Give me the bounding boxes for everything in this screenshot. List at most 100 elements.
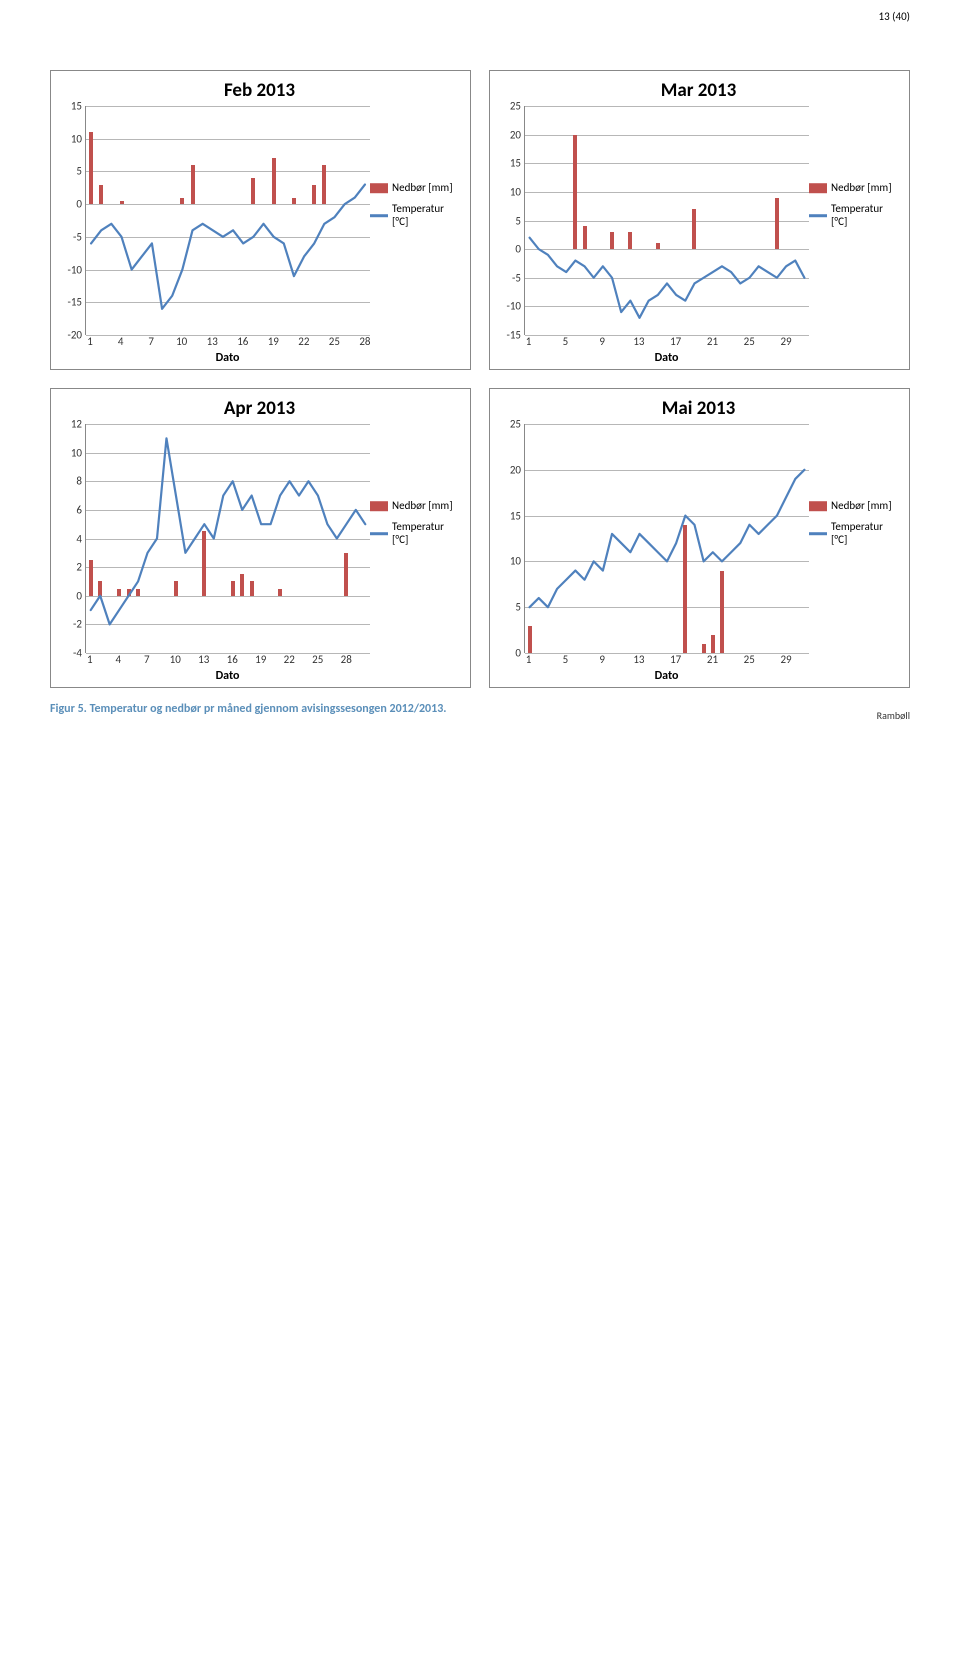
x-axis-label: Dato [85, 351, 370, 365]
legend-swatch-precip [809, 183, 827, 193]
y-tick-label: -15 [506, 329, 521, 342]
x-axis-label: Dato [524, 351, 809, 365]
chart-body: 2520151050-5-10-15Nedbør [mm]Temperatur … [494, 106, 903, 335]
y-tick-label: -10 [506, 300, 521, 313]
x-tick-label: 1 [526, 335, 532, 348]
legend-label-precip: Nedbør [mm] [392, 181, 453, 194]
chart-title: Apr 2013 [55, 397, 464, 420]
legend-swatch-precip [809, 501, 827, 511]
figure-caption: Figur 5. Temperatur og nedbør pr måned g… [50, 702, 910, 716]
plot-wrap [85, 106, 370, 335]
y-tick-label: 15 [510, 509, 521, 522]
plot-area [85, 424, 370, 653]
x-tick-label: 10 [176, 335, 187, 348]
x-tick-label: 1 [87, 335, 93, 348]
x-tick-label: 17 [670, 653, 681, 666]
x-tick-label: 21 [707, 653, 718, 666]
x-tick-label: 4 [115, 653, 121, 666]
chart-panel: Apr 2013121086420-2-4Nedbør [mm]Temperat… [50, 388, 471, 688]
temp-line [91, 185, 365, 309]
temp-line [530, 470, 805, 607]
x-tick-label: 25 [744, 653, 755, 666]
chart-title: Feb 2013 [55, 79, 464, 102]
x-tick-label: 28 [341, 653, 352, 666]
x-tick-label: 22 [298, 335, 309, 348]
x-axis: 1 4 7 10 13 16 19 22 25 28 [85, 653, 370, 667]
y-tick-label: 12 [71, 418, 82, 431]
y-tick-label: 0 [76, 198, 82, 211]
chart-body: 121086420-2-4Nedbør [mm]Temperatur [°C] [55, 424, 464, 653]
legend-line-temp [370, 214, 388, 217]
y-tick-label: -5 [73, 230, 82, 243]
y-tick-label: 15 [510, 157, 521, 170]
x-tick-label: 25 [312, 653, 323, 666]
x-tick-label: 9 [599, 335, 605, 348]
chart-panel: Feb 2013151050-5-10-15-20Nedbør [mm]Temp… [50, 70, 471, 370]
y-tick-label: -15 [67, 296, 82, 309]
x-tick-label: 9 [599, 653, 605, 666]
x-tick-label: 28 [359, 335, 370, 348]
legend: Nedbør [mm] Temperatur [°C] [370, 499, 458, 555]
x-tick-label: 13 [198, 653, 209, 666]
y-tick-label: 0 [515, 647, 521, 660]
legend-label-precip: Nedbør [mm] [831, 181, 892, 194]
x-tick-label: 19 [268, 335, 279, 348]
legend: Nedbør [mm]Temperatur [°C] [809, 499, 897, 555]
x-axis-label: Dato [85, 669, 370, 683]
plot-wrap [524, 106, 809, 335]
x-axis: 1591317212529 [524, 335, 809, 349]
legend-label-precip: Nedbør [mm] [392, 499, 453, 512]
y-tick-label: -20 [67, 329, 82, 342]
x-tick-label: 13 [207, 335, 218, 348]
x-tick-label: 7 [148, 335, 154, 348]
x-tick-label: 5 [563, 653, 569, 666]
x-tick-label: 29 [780, 335, 791, 348]
y-tick-label: 5 [76, 165, 82, 178]
chart-grid: Feb 2013151050-5-10-15-20Nedbør [mm]Temp… [50, 70, 910, 688]
legend: Nedbør [mm]Temperatur [°C] [809, 181, 897, 237]
x-tick-label: 22 [284, 653, 295, 666]
x-tick-label: 25 [744, 335, 755, 348]
legend-item-precip: Nedbør [mm] [809, 181, 897, 194]
legend-label-temp: Temperatur [°C] [392, 520, 458, 546]
x-tick-label: 13 [633, 335, 644, 348]
plot-wrap [85, 424, 370, 653]
x-tick-label: 16 [227, 653, 238, 666]
plot-area [524, 106, 809, 335]
y-tick-label: 10 [510, 555, 521, 568]
temp-line-layer [525, 424, 809, 653]
y-tick-label: 20 [510, 128, 521, 141]
plot-area [85, 106, 370, 335]
plot-wrap [524, 424, 809, 653]
chart-body: 151050-5-10-15-20Nedbør [mm]Temperatur [… [55, 106, 464, 335]
y-tick-label: 2 [76, 561, 82, 574]
y-tick-label: 10 [71, 132, 82, 145]
legend-item-precip: Nedbør [mm] [370, 181, 458, 194]
y-tick-label: -2 [73, 618, 82, 631]
chart-title: Mar 2013 [494, 79, 903, 102]
x-tick-label: 17 [670, 335, 681, 348]
x-tick-label: 10 [170, 653, 181, 666]
legend-item-precip: Nedbør [mm] [370, 499, 458, 512]
temp-line-layer [86, 424, 370, 653]
y-tick-label: -10 [67, 263, 82, 276]
legend-line-temp [809, 214, 827, 217]
chart-body: 2520151050Nedbør [mm]Temperatur [°C] [494, 424, 903, 653]
y-tick-label: 0 [76, 589, 82, 602]
x-axis: 1591317212529 [524, 653, 809, 667]
y-tick-label: 8 [76, 475, 82, 488]
x-tick-label: 7 [144, 653, 150, 666]
x-tick-label: 4 [118, 335, 124, 348]
x-tick-label: 19 [255, 653, 266, 666]
x-tick-label: 1 [87, 653, 93, 666]
x-tick-label: 5 [563, 335, 569, 348]
temp-line [530, 238, 805, 318]
y-tick-label: -5 [512, 271, 521, 284]
legend-item-precip: Nedbør [mm] [809, 499, 897, 512]
chart-panel: Mai 20132520151050Nedbør [mm]Temperatur … [489, 388, 910, 688]
y-tick-label: 20 [510, 463, 521, 476]
x-tick-label: 1 [526, 653, 532, 666]
plot-area [524, 424, 809, 653]
y-tick-label: 4 [76, 532, 82, 545]
x-tick-label: 29 [780, 653, 791, 666]
